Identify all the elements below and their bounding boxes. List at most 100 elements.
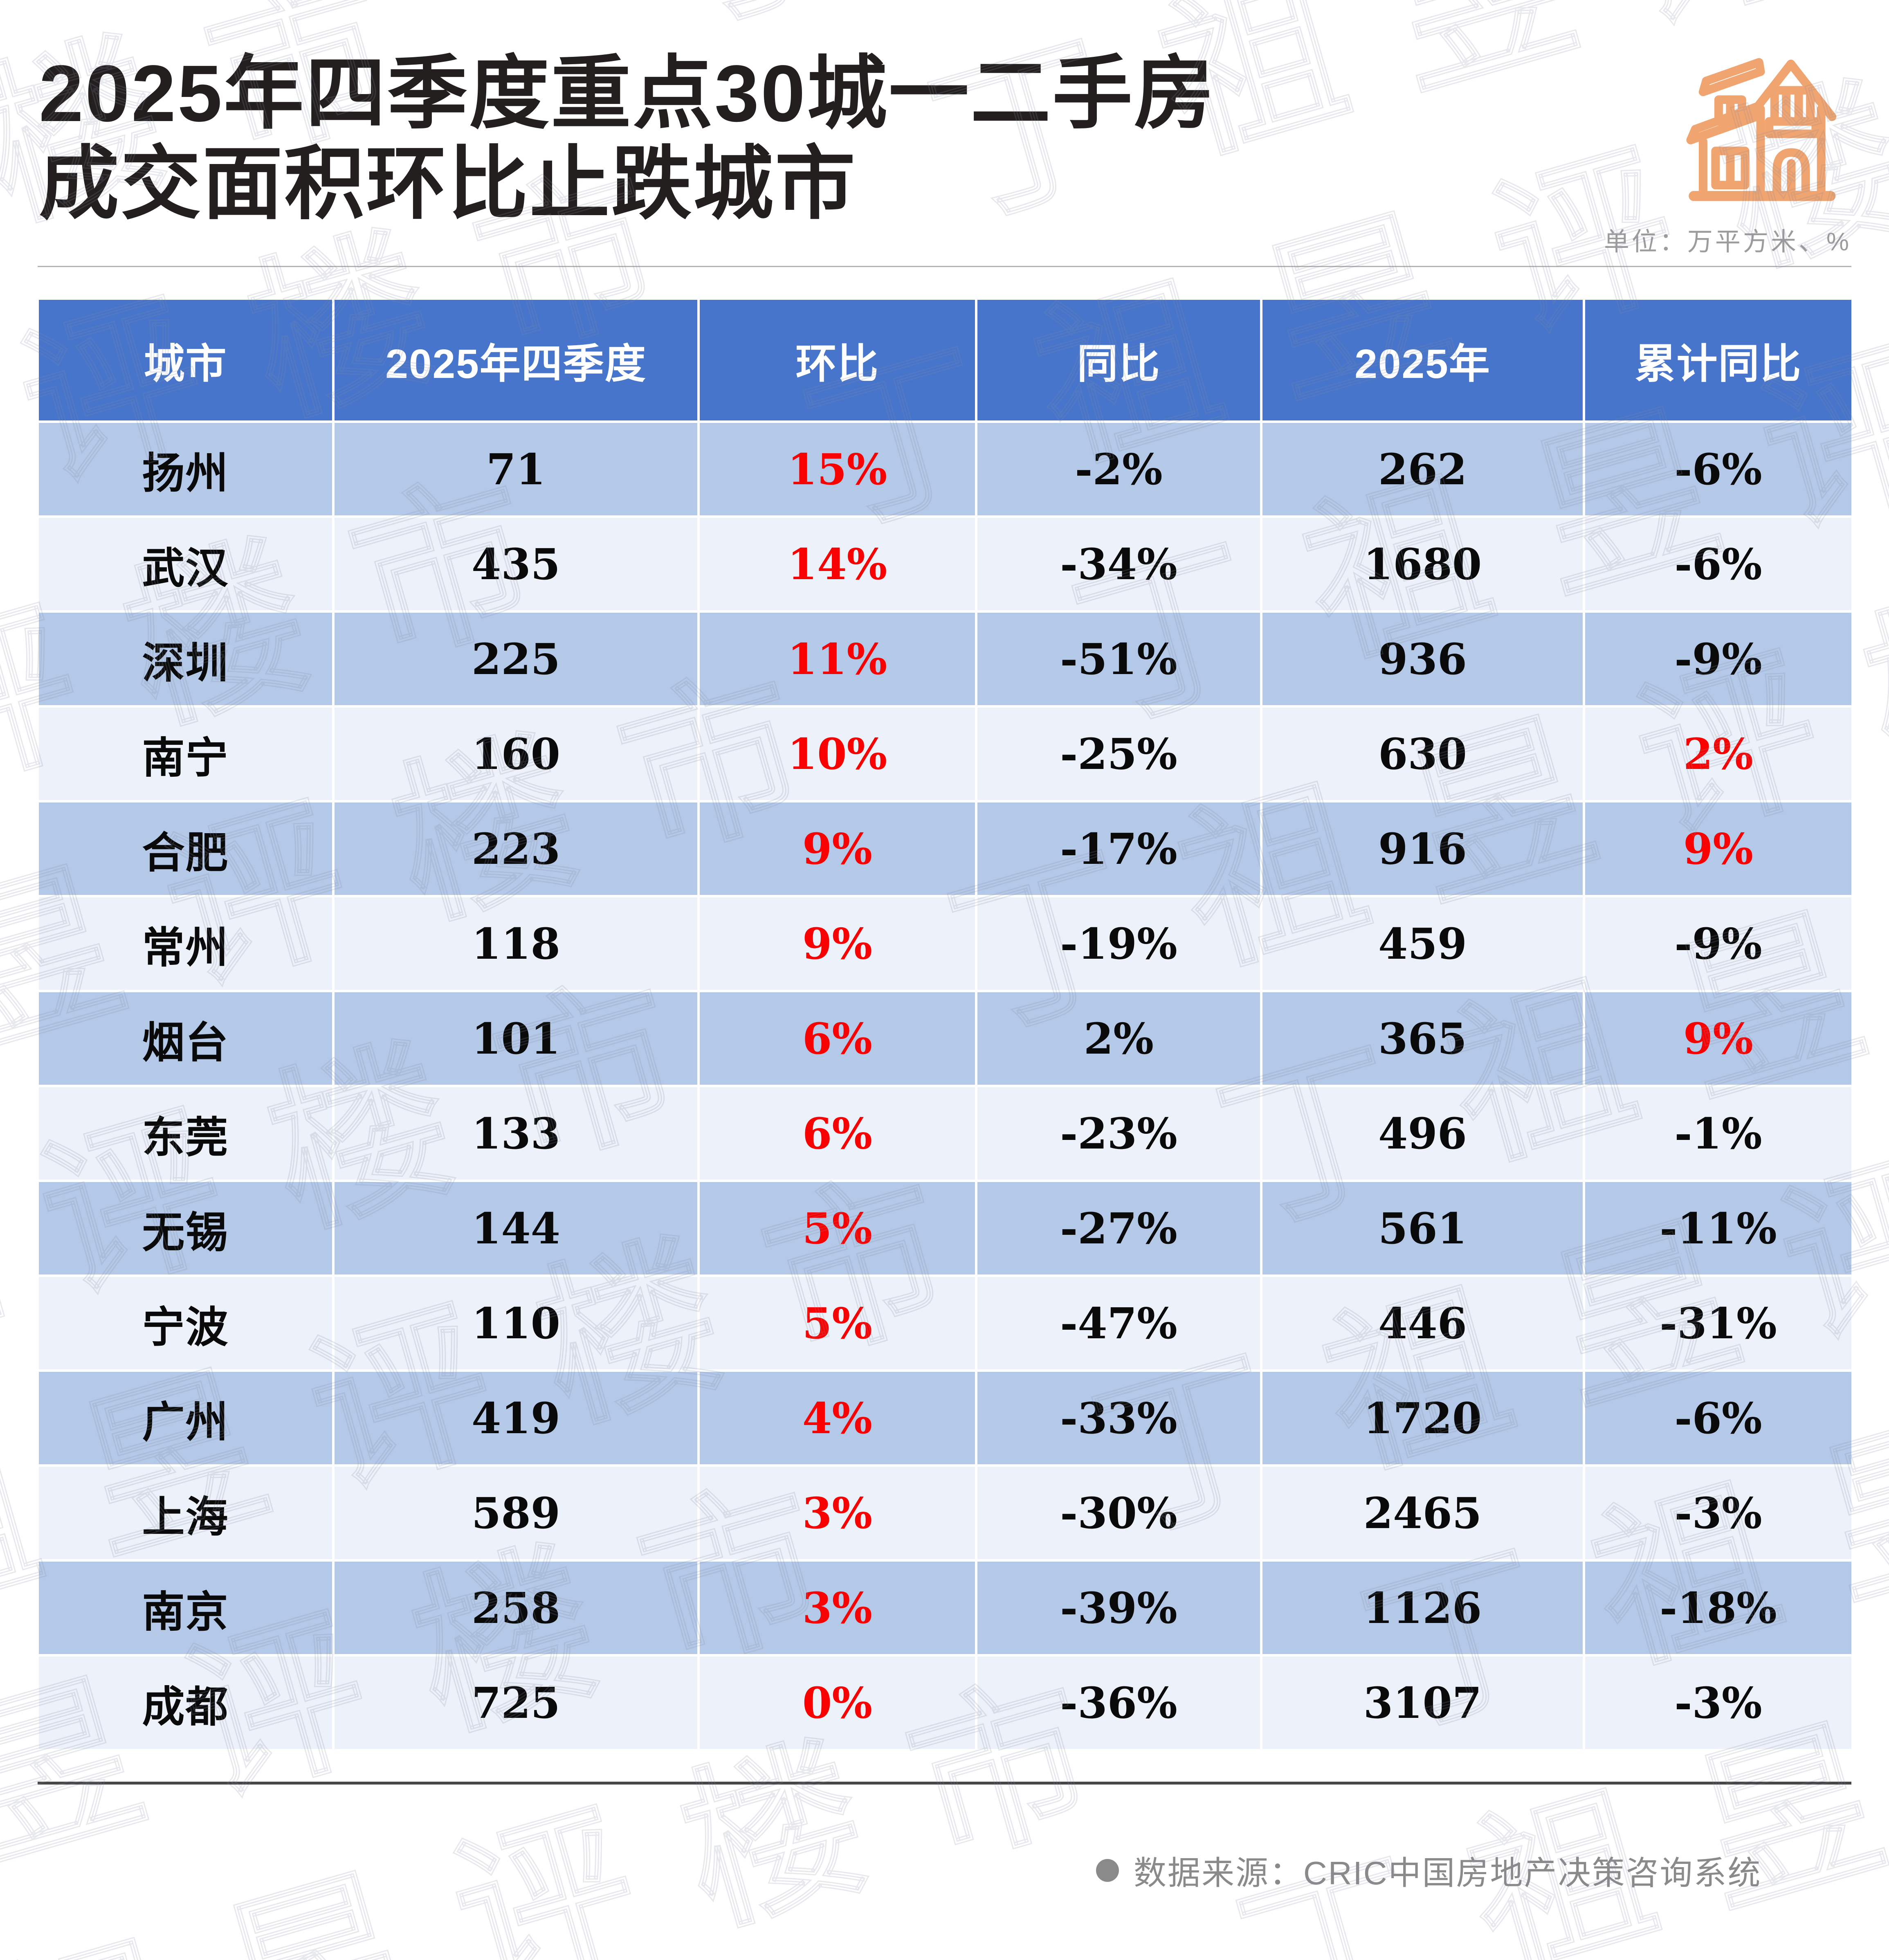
cum-cell: -6% (1585, 1372, 1851, 1464)
footer: 数据来源：CRIC中国房地产决策咨询系统 (1096, 1847, 1762, 1894)
q4-cell: 118 (335, 897, 697, 990)
cum-cell: 9% (1585, 802, 1851, 895)
city-cell: 合肥 (39, 802, 332, 895)
data-source-label: 数据来源：CRIC中国房地产决策咨询系统 (1134, 1855, 1762, 1891)
col-header-yoy: 同比 (977, 300, 1260, 420)
city-cell: 扬州 (39, 423, 332, 515)
yoy-cell: -25% (977, 708, 1260, 800)
q4-cell: 725 (335, 1657, 697, 1749)
city-cell: 广州 (39, 1372, 332, 1464)
col-header-cum-yoy: 累计同比 (1585, 300, 1851, 420)
col-header-q4-2025: 2025年四季度 (335, 300, 697, 420)
year-cell: 1680 (1262, 518, 1583, 610)
cum-cell: -3% (1585, 1467, 1851, 1559)
title-divider (38, 266, 1851, 267)
bullet-dot-icon (1096, 1859, 1119, 1882)
year-cell: 561 (1262, 1182, 1583, 1274)
yoy-cell: -33% (977, 1372, 1260, 1464)
house-icon (1686, 58, 1837, 201)
q4-cell: 144 (335, 1182, 697, 1274)
cum-cell: -1% (1585, 1087, 1851, 1180)
mom-cell: 15% (700, 423, 975, 515)
cum-cell: 2% (1585, 708, 1851, 800)
city-cell: 武汉 (39, 518, 332, 610)
yoy-cell: -36% (977, 1657, 1260, 1749)
mom-cell: 3% (700, 1562, 975, 1654)
mom-cell: 10% (700, 708, 975, 800)
yoy-cell: -17% (977, 802, 1260, 895)
cum-cell: -31% (1585, 1277, 1851, 1369)
cum-cell: -18% (1585, 1562, 1851, 1654)
yoy-cell: -23% (977, 1087, 1260, 1180)
mom-cell: 11% (700, 613, 975, 705)
q4-cell: 258 (335, 1562, 697, 1654)
year-cell: 1720 (1262, 1372, 1583, 1464)
yoy-cell: -39% (977, 1562, 1260, 1654)
cum-cell: -6% (1585, 518, 1851, 610)
q4-cell: 101 (335, 992, 697, 1085)
q4-cell: 160 (335, 708, 697, 800)
cum-cell: -9% (1585, 897, 1851, 990)
cum-cell: -9% (1585, 613, 1851, 705)
data-table: 城市 2025年四季度 环比 同比 2025年 累计同比 扬州 71 15% -… (39, 300, 1851, 1749)
city-cell: 成都 (39, 1657, 332, 1749)
yoy-cell: 2% (977, 992, 1260, 1085)
year-cell: 1126 (1262, 1562, 1583, 1654)
col-header-city: 城市 (39, 300, 332, 420)
city-cell: 常州 (39, 897, 332, 990)
city-cell: 宁波 (39, 1277, 332, 1369)
page-title-line2: 成交面积环比止跌城市 (39, 139, 857, 229)
mom-cell: 5% (700, 1182, 975, 1274)
city-cell: 南京 (39, 1562, 332, 1654)
yoy-cell: -30% (977, 1467, 1260, 1559)
page-title-line1: 2025年四季度重点30城一二手房 (39, 49, 1216, 138)
q4-cell: 71 (335, 423, 697, 515)
footer-divider (38, 1782, 1851, 1785)
mom-cell: 14% (700, 518, 975, 610)
q4-cell: 419 (335, 1372, 697, 1464)
year-cell: 262 (1262, 423, 1583, 515)
year-cell: 365 (1262, 992, 1583, 1085)
page-title: 2025年四季度重点30城一二手房 成交面积环比止跌城市 (39, 48, 1216, 229)
year-cell: 446 (1262, 1277, 1583, 1369)
year-cell: 496 (1262, 1087, 1583, 1180)
q4-cell: 225 (335, 613, 697, 705)
mom-cell: 0% (700, 1657, 975, 1749)
q4-cell: 223 (335, 802, 697, 895)
yoy-cell: -2% (977, 423, 1260, 515)
city-cell: 烟台 (39, 992, 332, 1085)
col-header-mom: 环比 (700, 300, 975, 420)
cum-cell: -6% (1585, 423, 1851, 515)
year-cell: 936 (1262, 613, 1583, 705)
year-cell: 2465 (1262, 1467, 1583, 1559)
unit-label: 单位：万平方米、% (1604, 228, 1851, 256)
cum-cell: -3% (1585, 1657, 1851, 1749)
q4-cell: 435 (335, 518, 697, 610)
mom-cell: 4% (700, 1372, 975, 1464)
year-cell: 630 (1262, 708, 1583, 800)
year-cell: 916 (1262, 802, 1583, 895)
yoy-cell: -19% (977, 897, 1260, 990)
mom-cell: 9% (700, 897, 975, 990)
city-cell: 深圳 (39, 613, 332, 705)
yoy-cell: -34% (977, 518, 1260, 610)
year-cell: 3107 (1262, 1657, 1583, 1749)
city-cell: 无锡 (39, 1182, 332, 1274)
yoy-cell: -51% (977, 613, 1260, 705)
yoy-cell: -27% (977, 1182, 1260, 1274)
year-cell: 459 (1262, 897, 1583, 990)
q4-cell: 589 (335, 1467, 697, 1559)
mom-cell: 6% (700, 1087, 975, 1180)
cum-cell: -11% (1585, 1182, 1851, 1274)
q4-cell: 110 (335, 1277, 697, 1369)
city-cell: 东莞 (39, 1087, 332, 1180)
mom-cell: 3% (700, 1467, 975, 1559)
city-cell: 南宁 (39, 708, 332, 800)
yoy-cell: -47% (977, 1277, 1260, 1369)
cum-cell: 9% (1585, 992, 1851, 1085)
mom-cell: 6% (700, 992, 975, 1085)
mom-cell: 5% (700, 1277, 975, 1369)
city-cell: 上海 (39, 1467, 332, 1559)
mom-cell: 9% (700, 802, 975, 895)
